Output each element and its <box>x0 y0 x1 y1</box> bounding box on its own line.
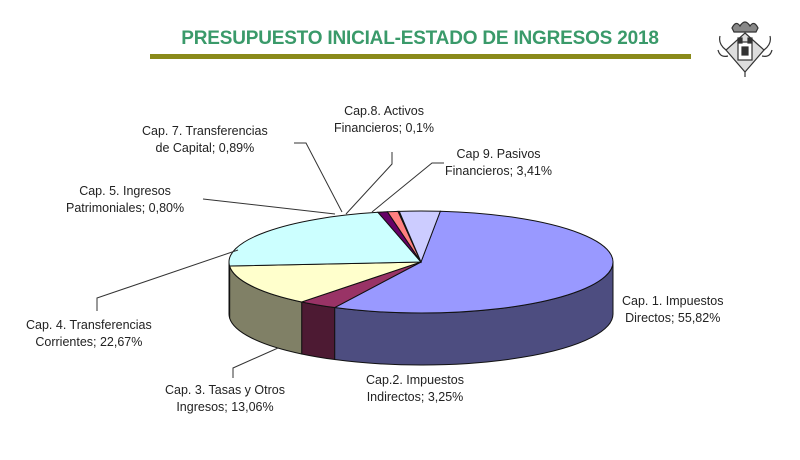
label-line: Cap. 4. Transferencias <box>26 318 152 332</box>
label-cap4: Cap. 4. Transferencias Corrientes; 22,67… <box>26 317 152 351</box>
label-line: Cap. 7. Transferencias <box>142 124 268 138</box>
label-line: Cap 9. Pasivos <box>456 147 541 161</box>
pie-side-4 <box>228 261 231 319</box>
label-cap2: Cap.2. Impuestos Indirectos; 3,25% <box>366 372 464 406</box>
label-line: Financieros; 3,41% <box>445 164 553 178</box>
leader-lines <box>96 142 444 378</box>
label-line: Cap. 3. Tasas y Otros <box>165 383 285 397</box>
page-title: PRESUPUESTO INICIAL-ESTADO DE INGRESOS 2… <box>181 28 659 49</box>
label-line: Financieros; 0,1% <box>334 121 435 135</box>
leader-cap8 <box>345 152 393 215</box>
leader-cap4 <box>96 249 239 311</box>
pie-slice-8 <box>398 210 442 264</box>
label-cap5: Cap. 5. Ingresos Patrimoniales; 0,80% <box>66 183 184 217</box>
label-line: Ingresos; 13,06% <box>176 400 274 414</box>
pie-sides <box>228 261 614 366</box>
pie-side-2 <box>301 301 336 361</box>
label-line: Cap. 5. Ingresos <box>79 184 171 198</box>
pie-slice-3 <box>228 261 422 303</box>
label-cap9: Cap 9. Pasivos Financieros; 3,41% <box>445 146 552 180</box>
title-underline <box>150 54 691 59</box>
leader-cap9 <box>371 162 444 213</box>
leader-cap7 <box>294 142 343 213</box>
label-line: Corrientes; 22,67% <box>35 335 143 349</box>
leader-cap5 <box>202 198 336 215</box>
pie-slice-4 <box>228 211 423 267</box>
label-line: Patrimoniales; 0,80% <box>66 201 185 215</box>
label-line: Directos; 55,82% <box>625 311 721 325</box>
pie-slices <box>228 210 614 314</box>
label-cap1: Cap. 1. Impuestos Directos; 55,82% <box>622 293 723 327</box>
label-line: Cap.8. Activos <box>344 104 424 118</box>
label-cap8: Cap.8. Activos Financieros; 0,1% <box>334 103 434 137</box>
pie-slice-1 <box>333 210 614 314</box>
label-line: Indirectos; 3,25% <box>366 390 464 404</box>
label-line: Cap.2. Impuestos <box>366 373 464 387</box>
coat-of-arms-icon <box>717 21 773 77</box>
label-cap7: Cap. 7. Transferencias de Capital; 0,89% <box>142 123 268 157</box>
label-line: Cap. 1. Impuestos <box>622 294 724 308</box>
label-line: de Capital; 0,89% <box>155 141 255 155</box>
leader-cap3 <box>232 347 279 378</box>
label-cap3: Cap. 3. Tasas y Otros Ingresos; 13,06% <box>165 382 285 416</box>
